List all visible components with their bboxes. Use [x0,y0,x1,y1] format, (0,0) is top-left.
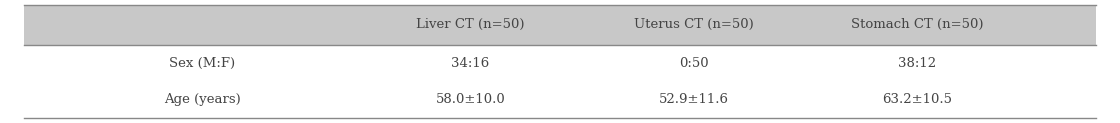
Text: 0:50: 0:50 [679,56,709,69]
Text: 34:16: 34:16 [451,56,489,69]
FancyBboxPatch shape [24,5,1096,45]
Text: 63.2±10.5: 63.2±10.5 [883,93,952,106]
Text: Age (years): Age (years) [165,93,241,106]
Text: 38:12: 38:12 [898,56,936,69]
Text: Sex (M:F): Sex (M:F) [169,56,235,69]
Text: Uterus CT (n=50): Uterus CT (n=50) [634,18,754,31]
Text: 58.0±10.0: 58.0±10.0 [436,93,505,106]
Text: Stomach CT (n=50): Stomach CT (n=50) [851,18,983,31]
Text: 52.9±11.6: 52.9±11.6 [659,93,729,106]
Text: Liver CT (n=50): Liver CT (n=50) [417,18,525,31]
